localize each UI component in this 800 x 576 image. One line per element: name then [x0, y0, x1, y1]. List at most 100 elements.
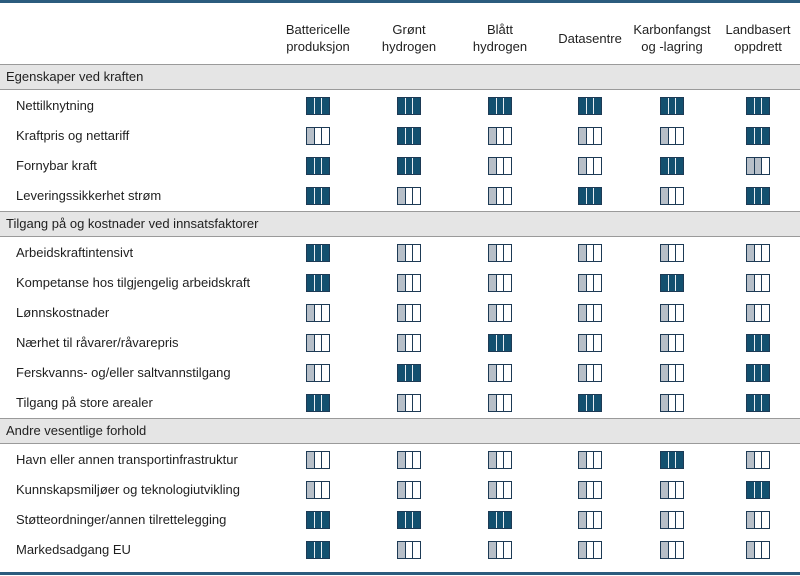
rating-segment [676, 452, 684, 468]
rating-segment [676, 98, 684, 114]
rating-indicator [397, 481, 421, 499]
rating-indicator [746, 481, 770, 499]
rating-segment [747, 335, 755, 351]
rating-segment [307, 482, 315, 498]
rating-segment [754, 188, 763, 204]
column-header: Grønt hydrogen [381, 22, 437, 54]
rating-segment [754, 482, 763, 498]
row-label: Leveringssikkerhet strøm [16, 188, 162, 203]
rating-segment [661, 512, 669, 528]
rating-segment [661, 305, 669, 321]
row-label: Tilgang på store arealer [16, 395, 153, 410]
rating-indicator [746, 127, 770, 145]
rating-segment [754, 335, 763, 351]
section-header: Egenskaper ved kraften [0, 64, 800, 90]
rating-segment [747, 245, 755, 261]
table-row: Ferskvanns- og/eller saltvannstilgang [0, 358, 800, 388]
rating-segment [405, 542, 414, 558]
rating-segment [668, 395, 677, 411]
rating-indicator [660, 97, 684, 115]
rating-segment [661, 542, 669, 558]
rating-indicator [397, 274, 421, 292]
rating-segment [405, 188, 414, 204]
rating-segment [314, 395, 323, 411]
rating-indicator [488, 304, 512, 322]
rating-indicator [578, 481, 602, 499]
rating-segment [594, 452, 602, 468]
rating-segment [579, 482, 587, 498]
rating-segment [676, 335, 684, 351]
rating-segment [762, 482, 770, 498]
rating-indicator [660, 394, 684, 412]
rating-segment [504, 305, 512, 321]
rating-indicator [397, 451, 421, 469]
top-rule [0, 0, 800, 3]
rating-segment [307, 128, 315, 144]
table-row: Markedsadgang EU [0, 535, 800, 565]
rating-segment [405, 245, 414, 261]
rating-indicator [397, 97, 421, 115]
rating-segment [413, 365, 421, 381]
rating-indicator [578, 127, 602, 145]
rating-indicator [578, 451, 602, 469]
rating-segment [754, 275, 763, 291]
rating-indicator [578, 511, 602, 529]
rating-segment [586, 512, 595, 528]
rating-segment [398, 158, 406, 174]
rating-indicator [660, 511, 684, 529]
rating-segment [322, 335, 330, 351]
rating-segment [307, 245, 315, 261]
rating-indicator [306, 187, 330, 205]
rating-segment [668, 98, 677, 114]
rating-indicator [578, 394, 602, 412]
rating-segment [586, 482, 595, 498]
rating-segment [586, 542, 595, 558]
column-header: Blått hydrogen [472, 22, 528, 54]
rating-segment [314, 452, 323, 468]
rating-indicator [746, 274, 770, 292]
rating-segment [322, 98, 330, 114]
rating-segment [496, 245, 505, 261]
rating-indicator [306, 274, 330, 292]
rating-segment [579, 98, 587, 114]
rating-indicator [746, 334, 770, 352]
rating-segment [504, 98, 512, 114]
rating-segment [586, 365, 595, 381]
row-label: Nærhet til råvarer/råvarepris [16, 335, 179, 350]
rating-segment [314, 98, 323, 114]
rating-indicator [306, 541, 330, 559]
rating-indicator [746, 451, 770, 469]
rating-segment [405, 275, 414, 291]
rating-segment [489, 542, 497, 558]
rating-segment [594, 98, 602, 114]
table-row: Havn eller annen transportinfrastruktur [0, 445, 800, 475]
rating-segment [762, 128, 770, 144]
rating-segment [504, 188, 512, 204]
rating-segment [398, 128, 406, 144]
rating-segment [413, 335, 421, 351]
rating-segment [504, 245, 512, 261]
rating-segment [496, 365, 505, 381]
rating-segment [398, 305, 406, 321]
rating-segment [579, 188, 587, 204]
rating-segment [594, 158, 602, 174]
rating-segment [413, 305, 421, 321]
rating-segment [489, 305, 497, 321]
rating-segment [676, 542, 684, 558]
rating-indicator [306, 127, 330, 145]
rating-segment [489, 98, 497, 114]
rating-segment [398, 188, 406, 204]
rating-segment [661, 98, 669, 114]
rating-segment [762, 542, 770, 558]
rating-indicator [660, 451, 684, 469]
rating-segment [504, 158, 512, 174]
rating-segment [314, 275, 323, 291]
rating-indicator [746, 364, 770, 382]
rating-segment [594, 482, 602, 498]
rating-segment [747, 482, 755, 498]
table-row: Nettilknytning [0, 91, 800, 121]
rating-segment [747, 365, 755, 381]
section-title: Andre vesentlige forhold [6, 423, 147, 438]
rating-segment [489, 188, 497, 204]
